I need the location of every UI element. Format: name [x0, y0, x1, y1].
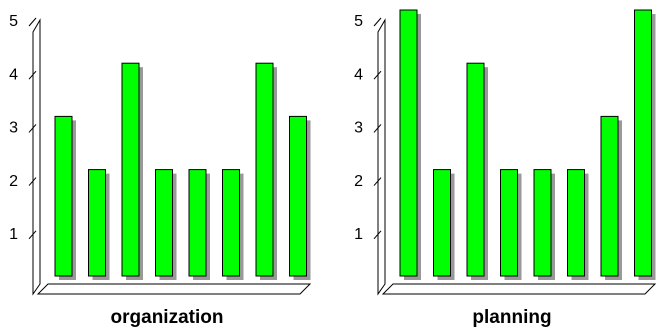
bar — [222, 169, 240, 277]
bar — [634, 9, 652, 277]
bar — [121, 62, 140, 277]
bar — [433, 169, 451, 277]
bar — [600, 115, 619, 277]
y-tick-label: 5 — [354, 13, 363, 30]
bar — [289, 115, 307, 277]
y-tick-label: 2 — [354, 173, 363, 190]
y-tick — [28, 70, 37, 80]
bar — [567, 169, 585, 277]
bar — [188, 169, 207, 277]
chart-title: planning — [472, 307, 551, 328]
y-tick — [28, 124, 37, 133]
y-tick — [373, 70, 382, 80]
y-tick — [373, 177, 382, 186]
y-tick — [28, 17, 37, 27]
y-tick-label: 3 — [354, 120, 363, 137]
y-axis-wall — [32, 18, 41, 296]
y-tick-label: 2 — [9, 173, 18, 190]
y-tick-label: 4 — [9, 66, 18, 83]
bar — [500, 169, 518, 277]
y-tick — [28, 177, 37, 186]
floor — [381, 283, 657, 295]
bar — [533, 169, 552, 277]
y-tick-label: 1 — [354, 226, 363, 243]
bar — [399, 9, 418, 277]
bar — [54, 115, 73, 277]
y-tick-label: 5 — [9, 13, 18, 30]
y-tick — [373, 124, 382, 133]
bar — [466, 62, 485, 277]
y-tick — [373, 230, 382, 240]
bar — [255, 62, 274, 277]
floor — [36, 283, 312, 295]
bar — [155, 169, 173, 277]
bar — [88, 169, 106, 277]
chart-title: organization — [111, 307, 224, 328]
y-axis-wall — [377, 18, 386, 296]
y-tick — [373, 17, 382, 27]
y-tick-label: 3 — [9, 120, 18, 137]
y-tick-label: 1 — [9, 226, 18, 243]
y-tick — [28, 230, 37, 240]
y-tick-label: 4 — [354, 66, 363, 83]
